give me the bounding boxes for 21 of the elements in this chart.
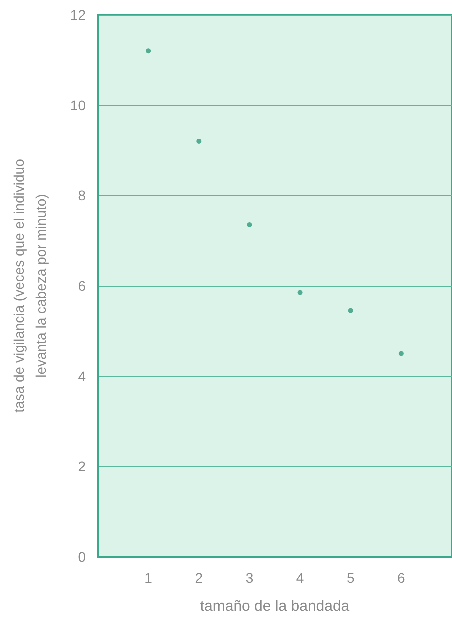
x-axis-title: tamaño de la bandada — [200, 598, 350, 615]
x-tick-label: 6 — [398, 570, 406, 586]
x-tick-label: 3 — [246, 570, 254, 586]
x-tick-label: 2 — [195, 570, 204, 586]
point — [398, 351, 404, 356]
y-tick-label: 10 — [70, 97, 86, 114]
y-tick-label: 0 — [78, 549, 86, 565]
x-tick-label: 4 — [296, 570, 304, 586]
y-tick-label: 12 — [70, 7, 86, 23]
point — [196, 138, 202, 144]
y-tick-label: 6 — [78, 278, 86, 294]
y-tick-label: 8 — [78, 188, 86, 204]
x-tick-label: 1 — [144, 570, 153, 586]
point — [146, 48, 152, 54]
y-axis-title: tasa de vigilancia (veces que el individuo levanta la cabeza por minuto) — [11, 158, 49, 413]
x-tick-label: 5 — [346, 570, 355, 586]
y-tick-label: 2 — [78, 458, 86, 475]
y-tick-label: 4 — [78, 368, 86, 384]
point — [348, 308, 354, 314]
point — [247, 222, 252, 228]
point — [298, 290, 303, 296]
